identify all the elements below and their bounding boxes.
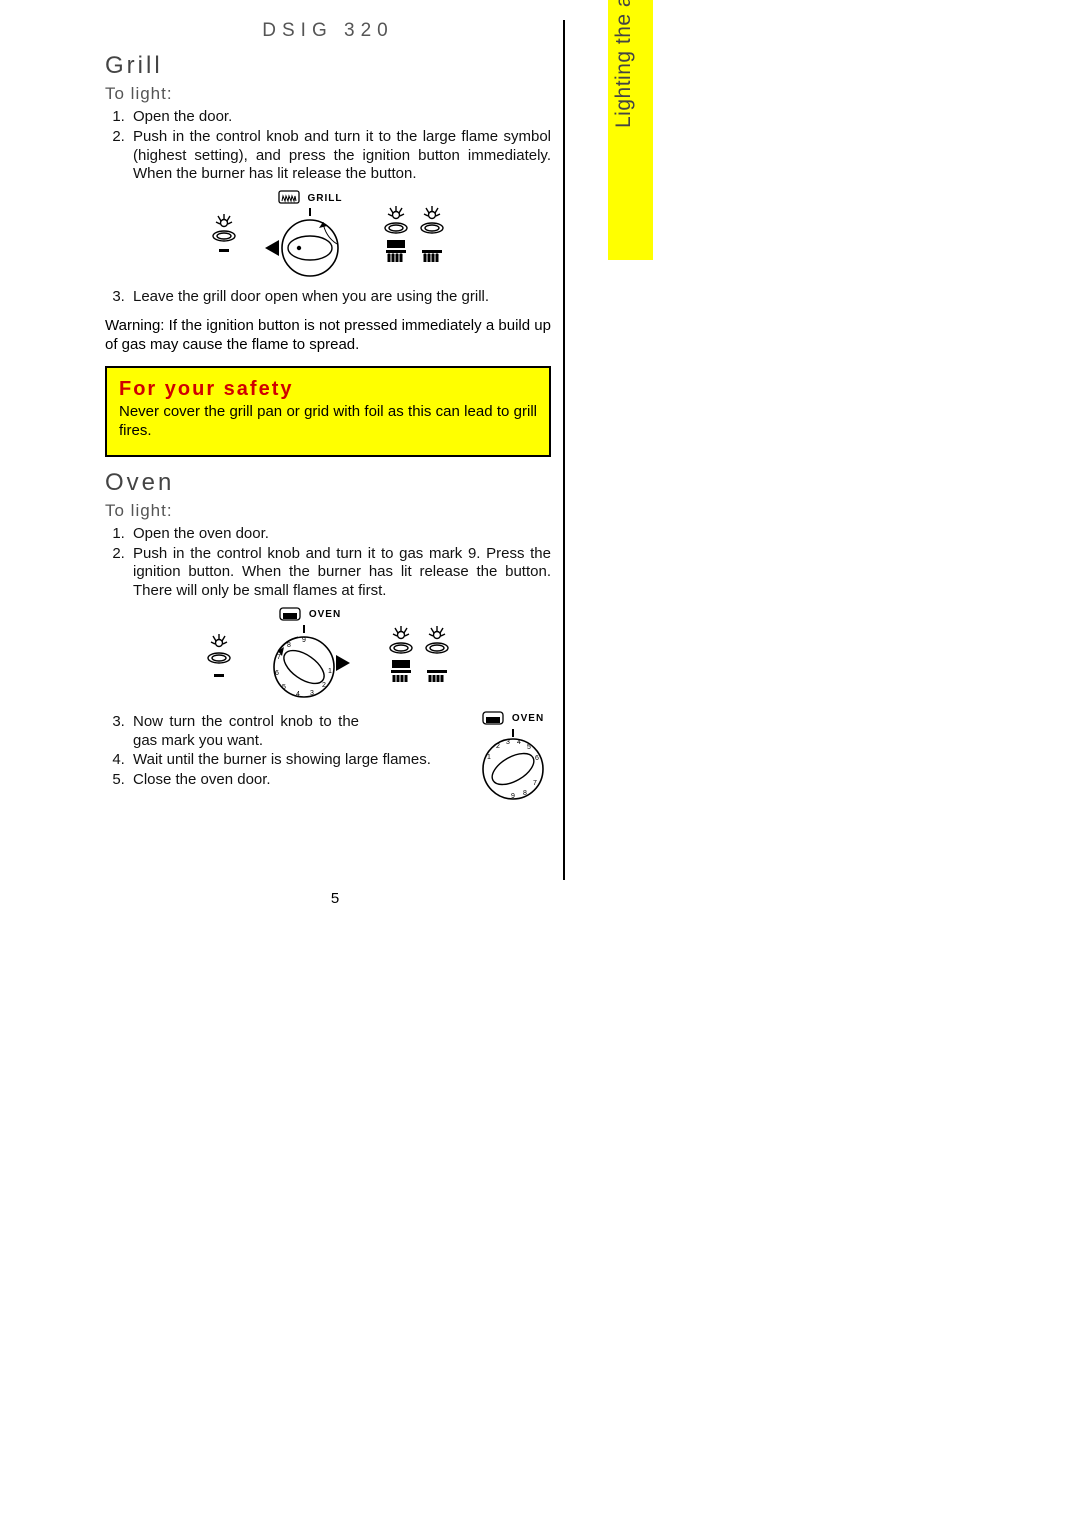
oven-window-icon <box>279 607 301 623</box>
svg-text:3: 3 <box>506 739 510 746</box>
svg-text:1: 1 <box>487 754 491 761</box>
spark-burner-icon <box>206 626 232 682</box>
safety-title: For your safety <box>119 378 537 401</box>
model-header: DSIG 320 <box>105 20 551 42</box>
oven-flame-icon <box>419 238 445 264</box>
grill-diagram: GRILL <box>105 190 551 278</box>
safety-body: Never cover the grill pan or grid with f… <box>119 403 537 441</box>
svg-text:8: 8 <box>523 790 527 797</box>
grill-steps-a: Open the door. Push in the control knob … <box>105 108 551 184</box>
spark-burner-icon <box>211 212 237 256</box>
svg-text:6: 6 <box>275 670 279 677</box>
main-column: DSIG 320 Grill To light: Open the door. … <box>105 20 565 880</box>
svg-text:7: 7 <box>277 654 281 661</box>
list-item: Wait until the burner is showing large f… <box>129 751 455 770</box>
svg-text:9: 9 <box>511 793 515 800</box>
oven-knob-label-2: OVEN <box>512 713 544 724</box>
list-item: Push in the control knob and turn it to … <box>129 545 551 601</box>
oven-flame-icon <box>424 658 450 684</box>
svg-text:2: 2 <box>496 743 500 750</box>
list-item: Now turn the control knob to the gas mar… <box>129 713 359 751</box>
spark-burner-icon <box>383 204 409 234</box>
oven-window-icon <box>482 711 504 727</box>
list-item: Open the door. <box>129 108 551 127</box>
list-item: Leave the grill door open when you are u… <box>129 288 551 307</box>
grill-warning: Warning: If the ignition button is not p… <box>105 317 551 355</box>
oven-subhead: To light: <box>105 501 551 521</box>
page-number: 5 <box>105 890 565 907</box>
oven-diagram-1: OVEN 9 8 7 6 5 4 3 2 1 <box>105 607 551 701</box>
svg-text:5: 5 <box>282 684 286 691</box>
grill-element-icon <box>278 190 300 206</box>
svg-text:5: 5 <box>527 744 531 751</box>
grill-heading: Grill <box>105 52 551 80</box>
safety-box: For your safety Never cover the grill pa… <box>105 366 551 457</box>
oven-steps-b: Now turn the control knob to the gas mar… <box>105 713 455 790</box>
grill-flame-icon <box>383 238 409 264</box>
grill-knob-label: GRILL <box>308 193 343 204</box>
spark-burner-icon <box>424 624 450 654</box>
svg-text:4: 4 <box>296 691 300 698</box>
oven-step3-row: Now turn the control knob to the gas mar… <box>105 711 551 801</box>
svg-text:7: 7 <box>533 780 537 787</box>
svg-text:8: 8 <box>287 642 291 649</box>
svg-text:3: 3 <box>310 690 314 697</box>
svg-text:2: 2 <box>322 682 326 689</box>
grill-subhead: To light: <box>105 84 551 104</box>
spark-burner-icon <box>388 624 414 654</box>
spark-burner-icon <box>419 204 445 234</box>
svg-text:9: 9 <box>302 637 306 644</box>
list-item: Open the oven door. <box>129 525 551 544</box>
svg-text:4: 4 <box>517 739 521 746</box>
grill-steps-b: Leave the grill door open when you are u… <box>105 288 551 307</box>
oven-heading: Oven <box>105 469 551 497</box>
oven-knob-set-icon: 234 56 1 78 9 <box>475 729 551 801</box>
side-tab-label: Lighting the appliance <box>612 0 636 128</box>
svg-text:1: 1 <box>328 668 332 675</box>
list-item: Push in the control knob and turn it to … <box>129 128 551 184</box>
svg-text:6: 6 <box>535 755 539 762</box>
list-item: Close the oven door. <box>129 771 455 790</box>
oven-steps-a: Open the oven door. Push in the control … <box>105 525 551 601</box>
oven-knob-9-icon: 9 8 7 6 5 4 3 2 1 <box>260 625 360 701</box>
grill-knob-icon <box>265 208 355 278</box>
oven-knob-label: OVEN <box>309 609 341 620</box>
oven-diagram-2: OVEN 234 56 1 78 9 <box>475 711 551 801</box>
grill-flame-icon <box>388 658 414 684</box>
